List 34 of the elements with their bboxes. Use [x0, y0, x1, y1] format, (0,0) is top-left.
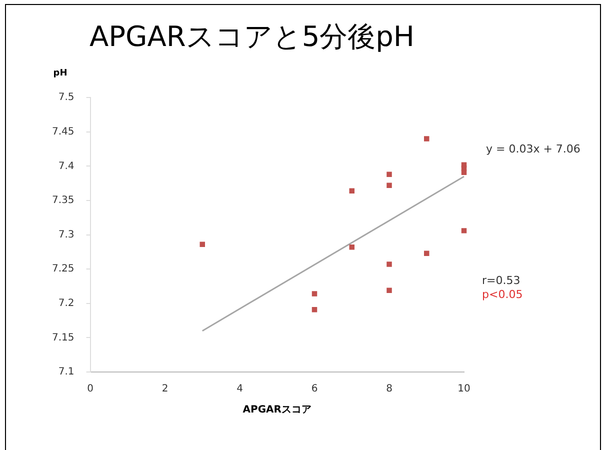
y-tick-label: 7.3	[58, 229, 74, 240]
y-tick-label: 7.15	[52, 332, 74, 344]
y-tick-label: 7.5	[58, 92, 74, 104]
x-tick-label: 4	[236, 384, 243, 395]
point	[386, 288, 392, 293]
y-tick-label: 7.1	[58, 366, 74, 378]
y-axis-title: pH	[53, 68, 68, 79]
point	[424, 136, 430, 142]
y-tick-label: 7.2	[58, 298, 74, 309]
point	[312, 291, 318, 296]
point	[386, 262, 392, 267]
x-tick-label: 2	[162, 384, 168, 395]
point	[349, 188, 354, 194]
x-tick-label: 8	[386, 384, 392, 395]
point	[349, 244, 354, 250]
point	[386, 182, 392, 188]
x-axis-title: APGARスコア	[242, 404, 312, 416]
y-tick-label: 7.35	[52, 195, 74, 206]
x-tick-label: 0	[87, 384, 94, 395]
point	[386, 172, 392, 178]
y-tick-label: 7.4	[58, 160, 74, 172]
text: p<0.05	[482, 288, 523, 301]
text: y = 0.03x + 7.06	[486, 142, 580, 156]
point	[200, 242, 206, 248]
point	[424, 250, 430, 256]
y-tick-label: 7.25	[52, 264, 74, 275]
chart-title: APGARスコアと5分後pH	[90, 20, 414, 54]
x-tick-label: 10	[458, 384, 470, 395]
y-tick-label: 7.45	[52, 126, 74, 138]
text: r=0.53	[482, 274, 520, 287]
point	[312, 306, 318, 312]
point	[461, 170, 467, 175]
point	[461, 228, 467, 234]
x-tick-label: 6	[311, 384, 318, 395]
